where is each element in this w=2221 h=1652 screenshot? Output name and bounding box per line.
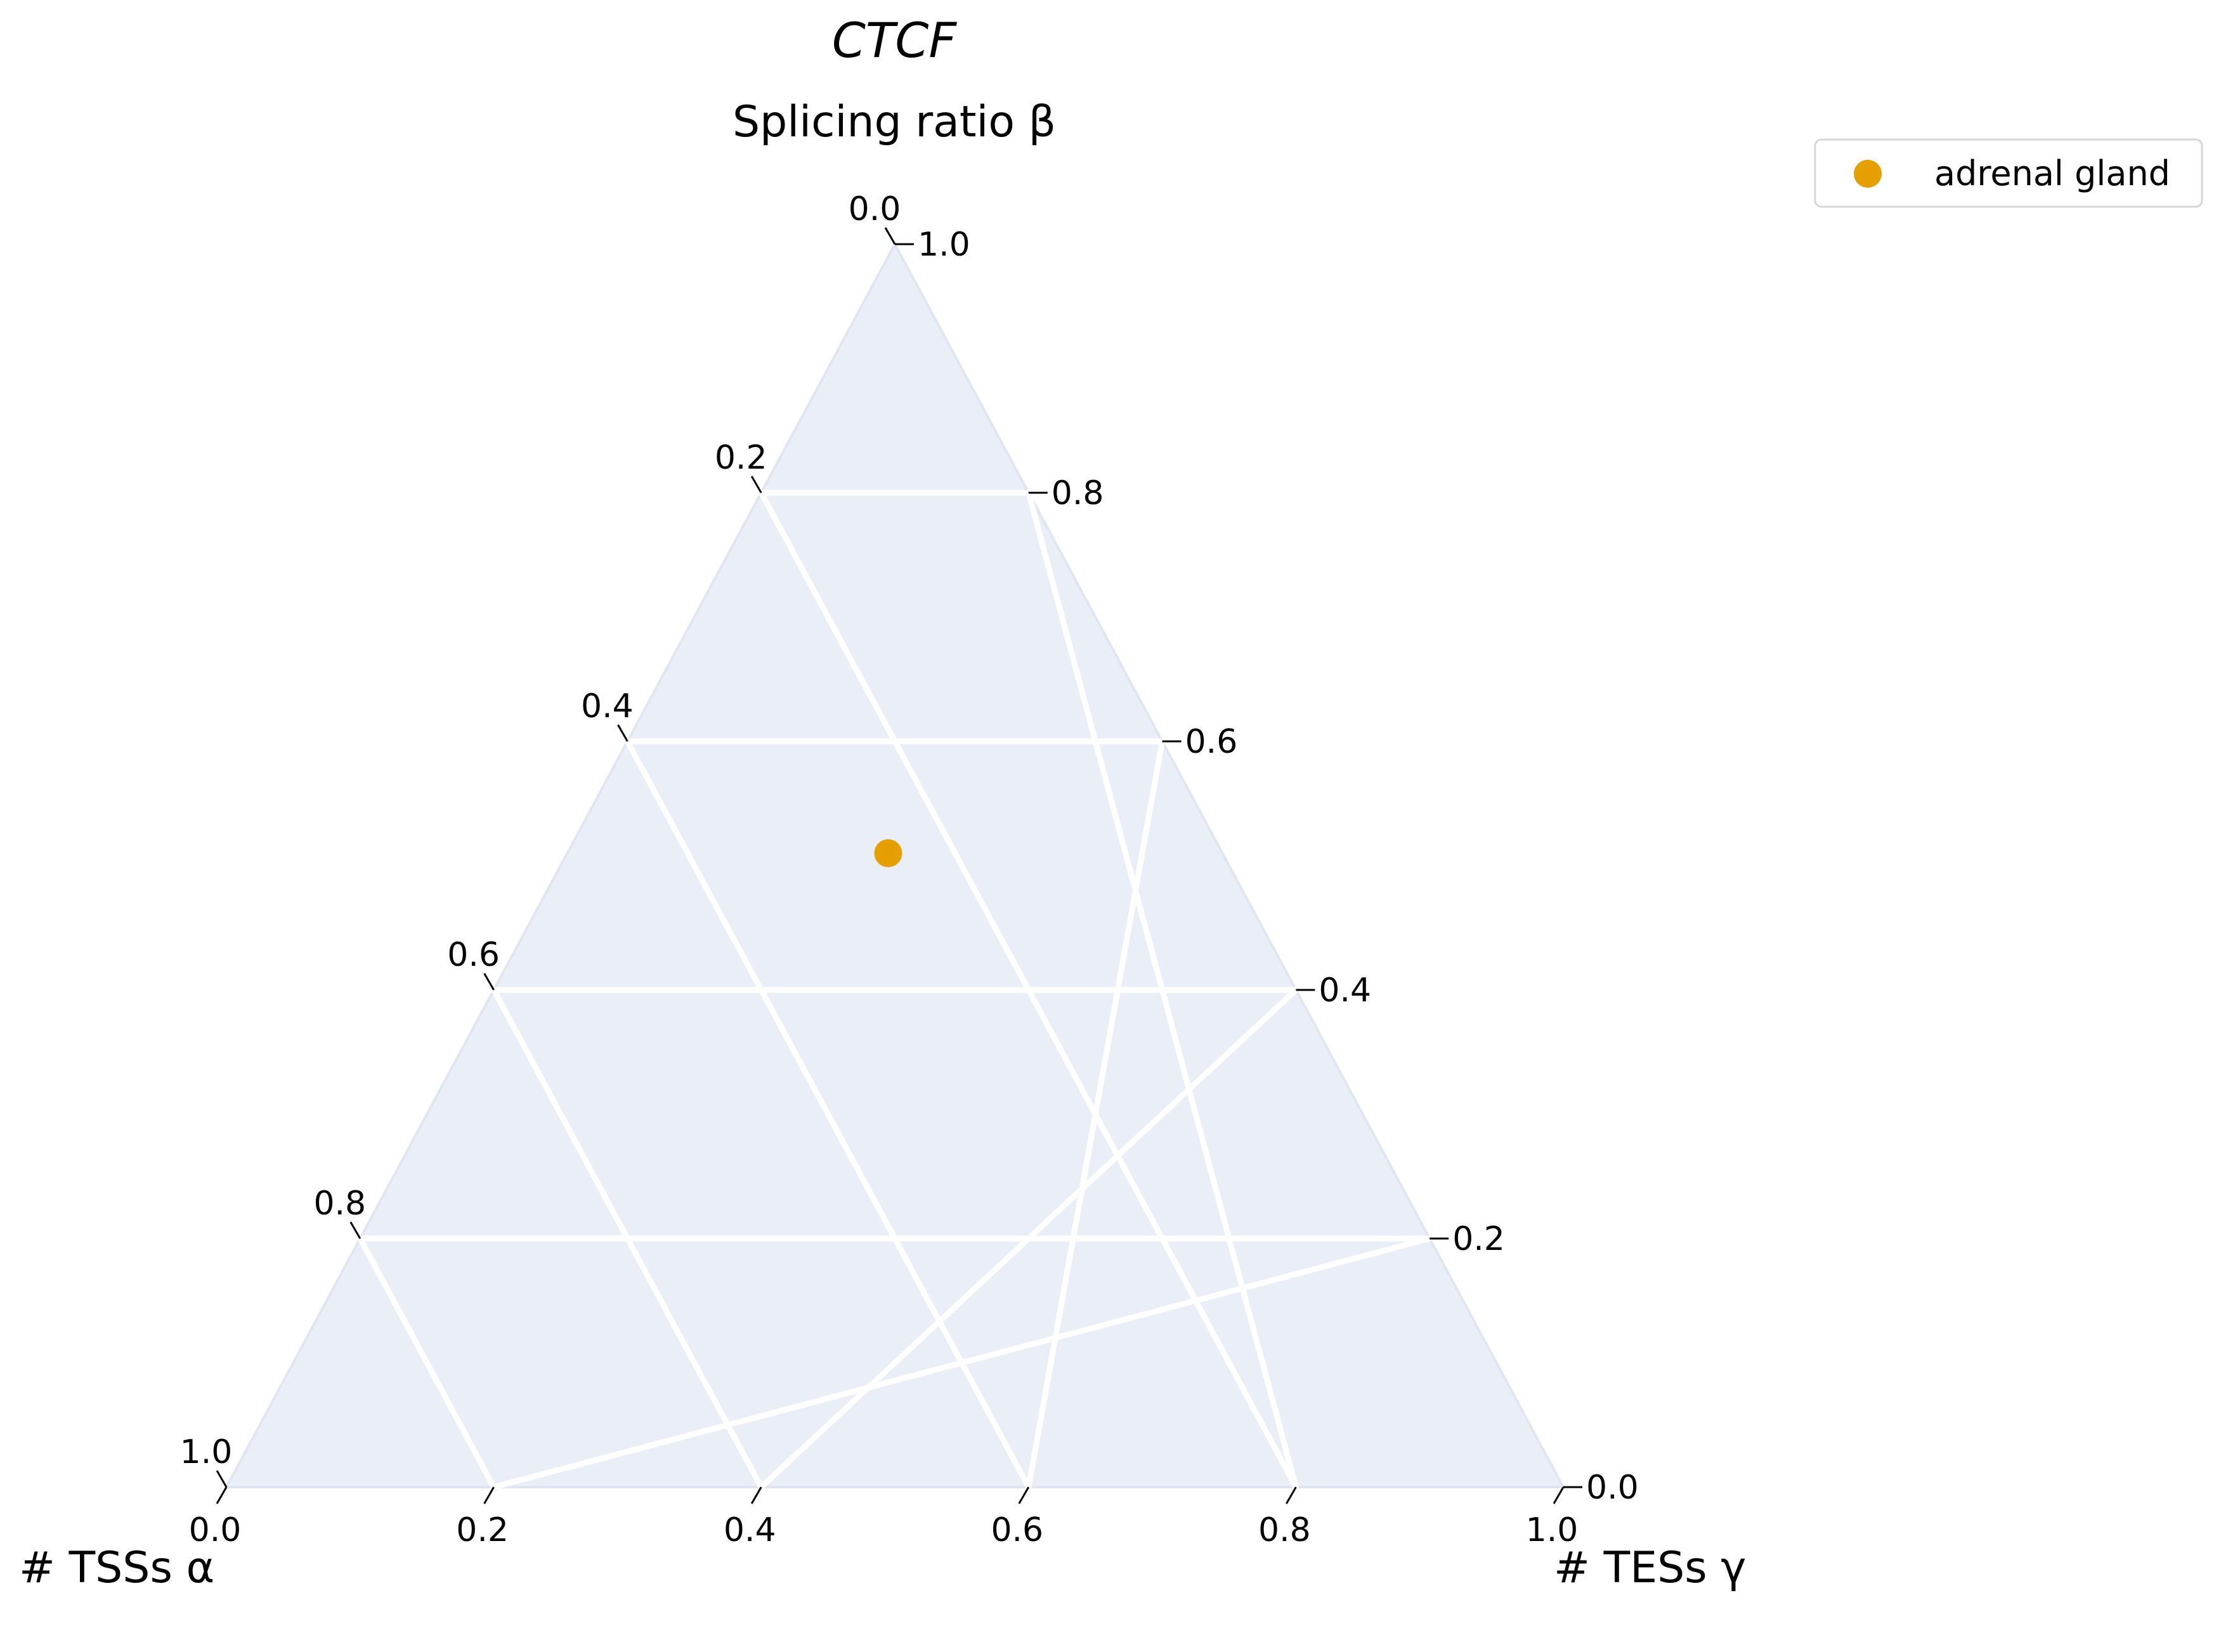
right-tick-label: 1.0 bbox=[918, 226, 970, 264]
bottom-tick bbox=[1286, 1486, 1297, 1504]
bottom-tick bbox=[216, 1486, 228, 1504]
bottom-tick-label: 0.6 bbox=[991, 1511, 1043, 1549]
left-tick bbox=[483, 973, 495, 991]
right-tick-label: 0.4 bbox=[1319, 972, 1371, 1010]
right-tick-label: 0.8 bbox=[1052, 474, 1104, 512]
axis-label-left: # TSSs α bbox=[19, 1543, 214, 1593]
left-tick bbox=[349, 1221, 361, 1239]
bottom-tick-label: 0.0 bbox=[189, 1511, 242, 1549]
gridline bbox=[624, 738, 1032, 1490]
left-tick bbox=[216, 1470, 228, 1488]
left-tick-label: 0.8 bbox=[313, 1185, 366, 1223]
bottom-tick-label: 0.2 bbox=[456, 1511, 509, 1549]
gridline bbox=[758, 490, 1299, 1490]
legend: adrenal gland bbox=[1814, 138, 2203, 208]
legend-entry-label: adrenal gland bbox=[1934, 153, 2170, 193]
right-tick-label: 0.2 bbox=[1452, 1220, 1505, 1258]
data-point bbox=[874, 839, 902, 868]
bottom-tick-label: 0.8 bbox=[1258, 1511, 1311, 1549]
gridline bbox=[758, 987, 1299, 1490]
left-tick-label: 0.2 bbox=[715, 439, 767, 477]
right-tick-label: 0.6 bbox=[1185, 723, 1238, 761]
gridline bbox=[1026, 490, 1299, 1490]
legend-box bbox=[1814, 138, 2203, 208]
chart-title: CTCF bbox=[832, 12, 958, 68]
bottom-tick bbox=[483, 1486, 495, 1504]
bottom-tick-label: 1.0 bbox=[1526, 1511, 1579, 1549]
plot-area bbox=[224, 241, 1566, 1488]
left-tick-label: 0.0 bbox=[849, 190, 901, 228]
left-tick bbox=[884, 227, 896, 245]
left-tick-label: 0.6 bbox=[447, 936, 500, 974]
bottom-tick bbox=[1553, 1486, 1565, 1504]
bottom-tick bbox=[750, 1486, 762, 1504]
gridline bbox=[357, 1235, 497, 1490]
left-tick bbox=[750, 476, 762, 493]
left-tick-label: 1.0 bbox=[180, 1433, 233, 1471]
gridline bbox=[491, 987, 764, 1490]
right-tick-label: 0.0 bbox=[1586, 1469, 1639, 1507]
axis-label-right: # TESs γ bbox=[1554, 1543, 1747, 1593]
left-tick-label: 0.4 bbox=[581, 687, 634, 725]
bottom-tick bbox=[1018, 1486, 1030, 1504]
legend-marker bbox=[1854, 160, 1882, 188]
bottom-tick-label: 0.4 bbox=[724, 1511, 776, 1549]
left-tick bbox=[617, 724, 629, 742]
axis-label-top: Splicing ratio β bbox=[733, 97, 1056, 147]
